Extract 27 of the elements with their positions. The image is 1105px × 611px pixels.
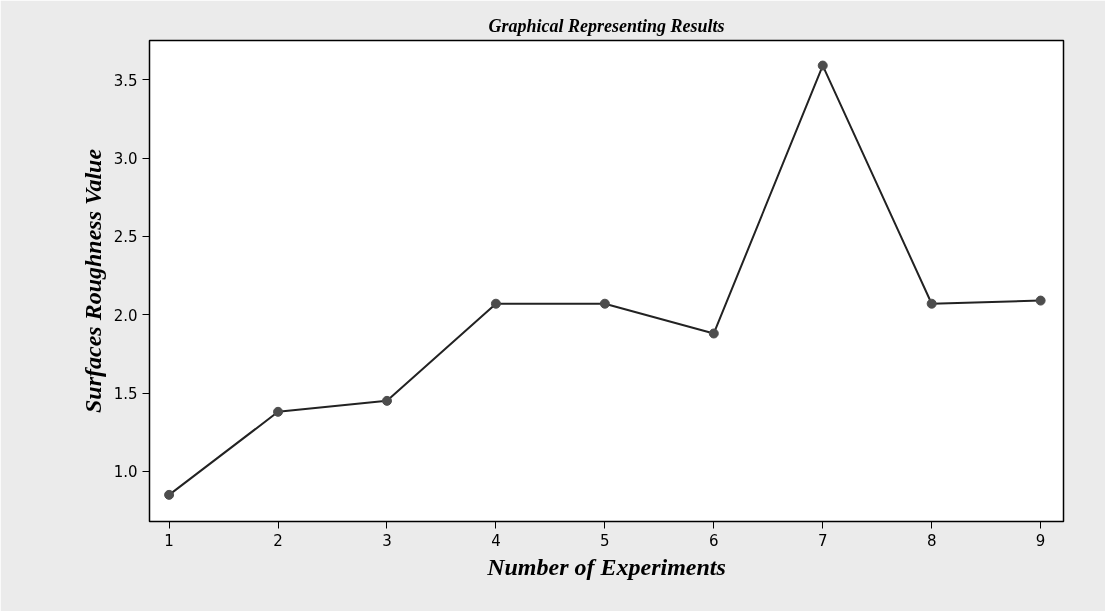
- y-tick-label: 1.0: [113, 463, 138, 482]
- x-tick-label: 2: [273, 531, 283, 550]
- point: [490, 298, 501, 309]
- point: [381, 395, 392, 406]
- y-tick-label: 1.5: [113, 385, 138, 404]
- x-tick-label: 7: [817, 531, 828, 550]
- point: [164, 489, 175, 500]
- x-tick-label: 8: [926, 531, 937, 550]
- chart-title: Graphical Representing Results: [488, 15, 725, 36]
- point: [273, 406, 284, 417]
- point: [1035, 295, 1046, 306]
- x-axis-title: Number of Experiments: [486, 553, 726, 580]
- x-tick-label: 1: [164, 531, 174, 550]
- x-tick-label: 4: [491, 531, 501, 550]
- point: [708, 328, 719, 339]
- point: [599, 298, 610, 309]
- y-tick-label: 3.0: [113, 150, 138, 169]
- x-tick-label: 9: [1035, 531, 1046, 550]
- y-tick-label: 2.0: [113, 306, 138, 325]
- x-tick-label: 3: [382, 531, 392, 550]
- y-tick-label: 3.5: [113, 71, 138, 90]
- x-tick-label: 6: [709, 531, 719, 550]
- point: [817, 60, 828, 71]
- y-axis-title: Surfaces Roughness Value: [79, 148, 106, 414]
- x-tick-label: 5: [600, 531, 610, 550]
- point: [926, 298, 937, 309]
- y-tick-label: 2.5: [113, 228, 138, 247]
